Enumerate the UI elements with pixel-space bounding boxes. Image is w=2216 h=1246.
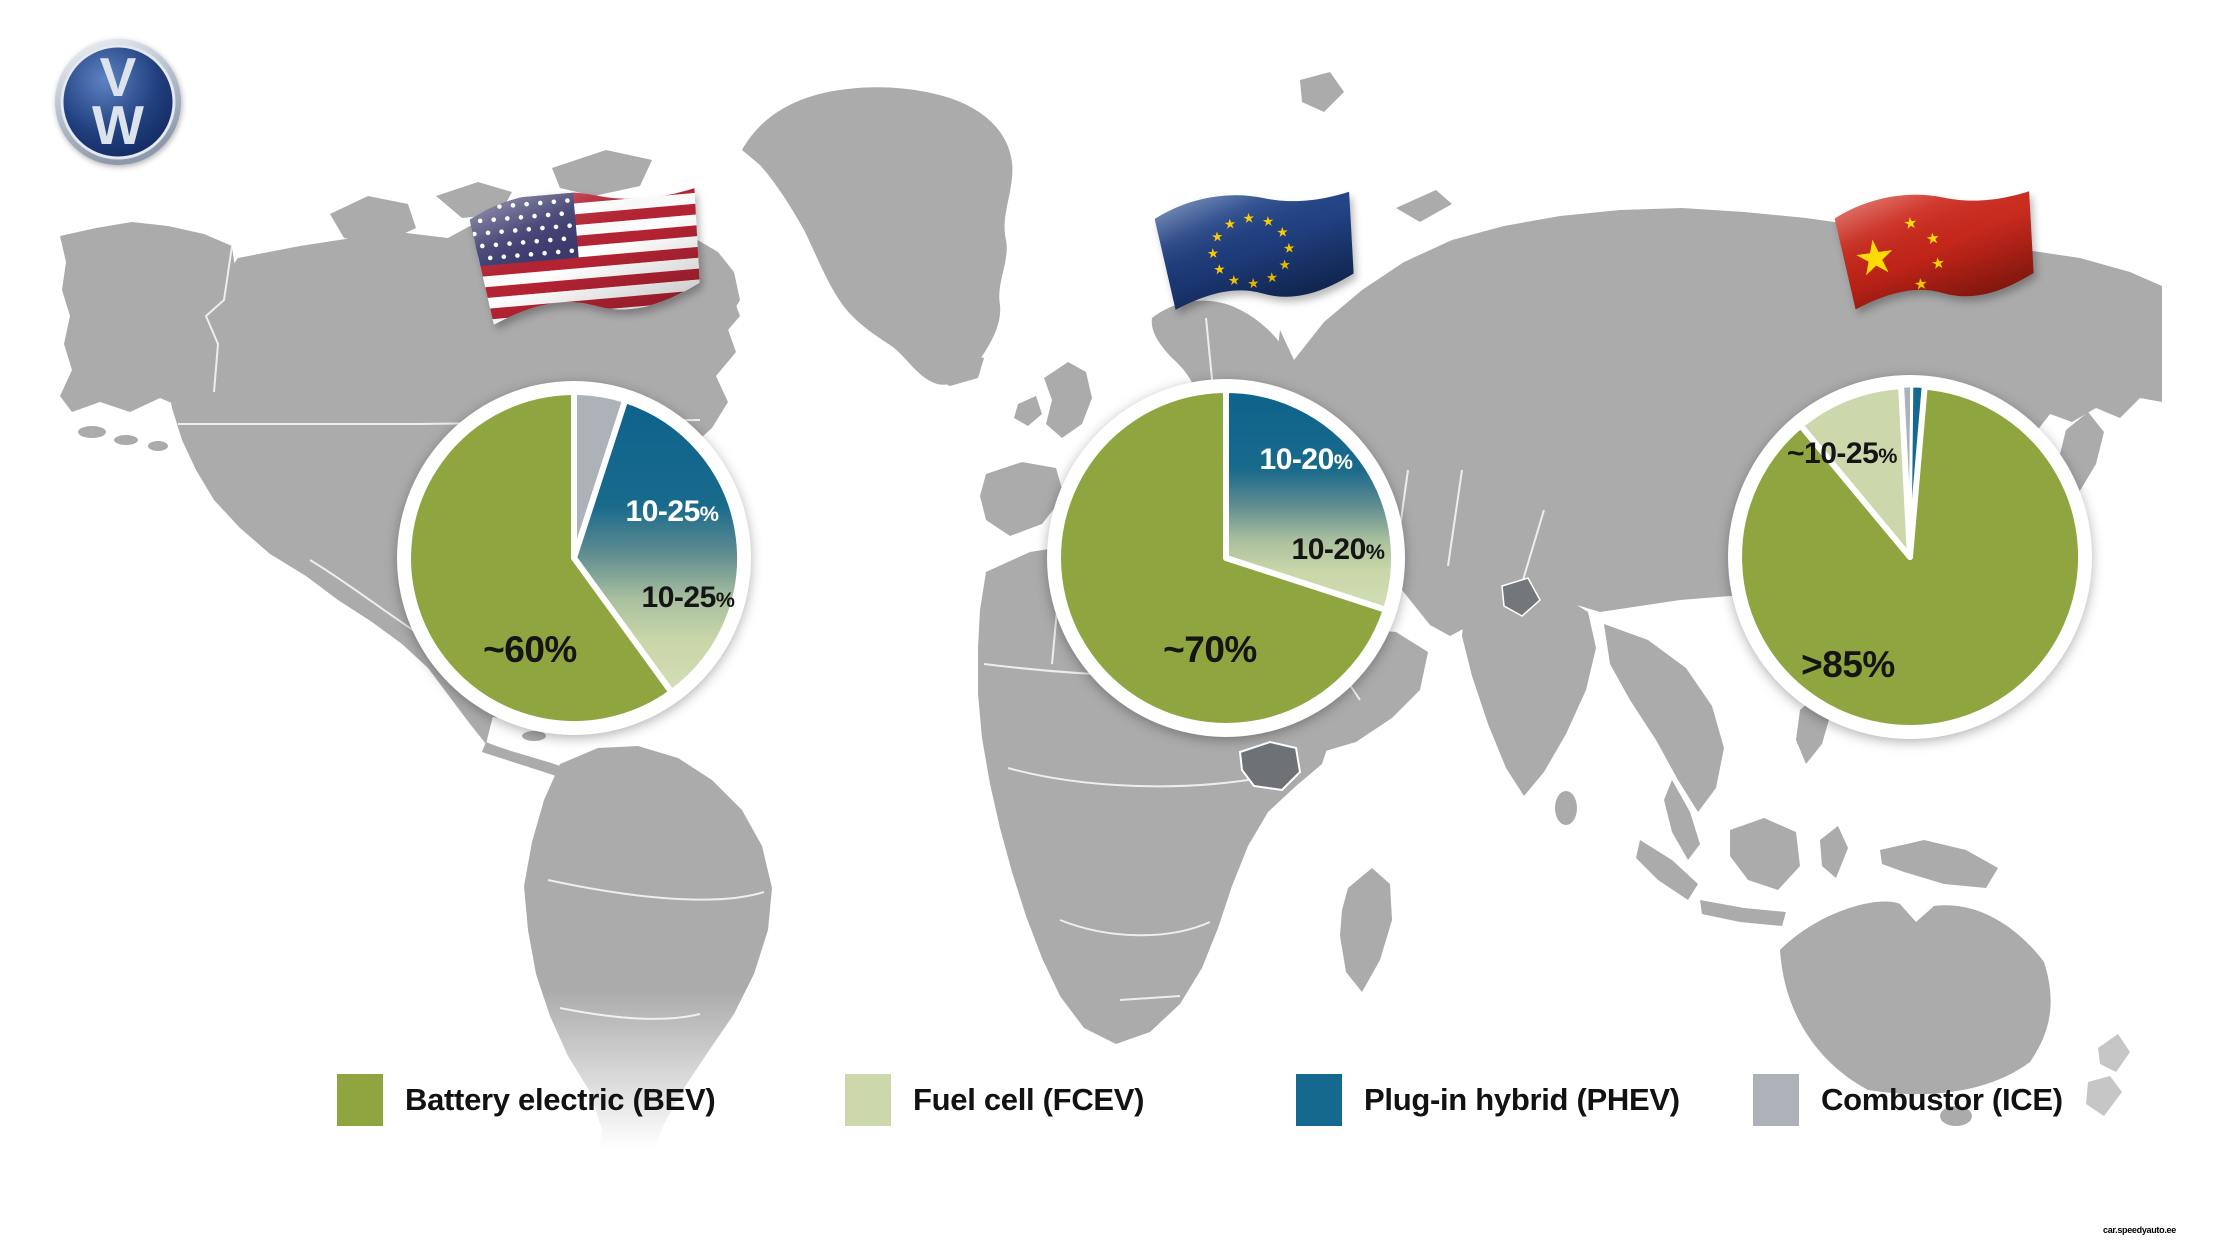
map-india bbox=[1462, 586, 1596, 796]
pie-chart-china bbox=[1728, 375, 2092, 739]
legend-item-phev: Plug-in hybrid (PHEV) bbox=[1296, 1072, 1680, 1128]
fcev-swatch bbox=[845, 1074, 891, 1126]
eu-flag: ★ ★ ★ ★ ★ ★ ★ ★ ★ ★ ★ ★ bbox=[1154, 191, 1354, 310]
map-java bbox=[1700, 900, 1786, 926]
ice-swatch bbox=[1753, 1074, 1799, 1126]
map-south-sudan-highlight bbox=[1238, 740, 1302, 792]
map-sri-lanka bbox=[1555, 791, 1577, 825]
legend-item-fcev: Fuel cell (FCEV) bbox=[845, 1072, 1144, 1128]
map-south-america bbox=[524, 746, 772, 1246]
us-flag bbox=[469, 188, 700, 325]
phev-swatch bbox=[1296, 1074, 1342, 1126]
map-australia bbox=[1780, 901, 2051, 1095]
bev-swatch bbox=[337, 1074, 383, 1126]
map-iberia bbox=[980, 462, 1064, 536]
pie-chart-united-states bbox=[397, 381, 751, 735]
legend-label: Plug-in hybrid (PHEV) bbox=[1364, 1082, 1680, 1117]
map-sumatra bbox=[1636, 840, 1698, 900]
watermark-text: car.speedyauto.ee bbox=[2103, 1225, 2176, 1235]
map-uk bbox=[1044, 362, 1092, 438]
map-ireland bbox=[1014, 396, 1042, 426]
map-kashmir-highlight bbox=[1501, 577, 1541, 617]
svg-text:V: V bbox=[100, 46, 137, 108]
legend-item-bev: Battery electric (BEV) bbox=[337, 1072, 716, 1128]
map-iceland bbox=[928, 352, 984, 386]
volkswagen-logo-icon: V W bbox=[55, 39, 181, 165]
legend-label: Combustor (ICE) bbox=[1821, 1082, 2063, 1117]
eu-phev-label: 10-20% bbox=[1259, 443, 1353, 476]
svg-text:W: W bbox=[92, 94, 144, 156]
china-bev-label: >85% bbox=[1801, 644, 1895, 685]
legend-label: Battery electric (BEV) bbox=[405, 1082, 716, 1117]
legend-item-ice: Combustor (ICE) bbox=[1753, 1072, 2063, 1128]
us-fcev-label: 10-25% bbox=[641, 581, 735, 614]
china-fcev-label: ~10-25% bbox=[1787, 437, 1897, 470]
map-sulawesi bbox=[1820, 826, 1848, 878]
map-se-asia bbox=[1604, 624, 1724, 812]
map-borneo bbox=[1730, 818, 1800, 890]
us-bev-label: ~60% bbox=[483, 629, 577, 670]
map-new-zealand bbox=[2098, 1034, 2130, 1072]
map-arctic-islands bbox=[330, 196, 416, 244]
map-svalbard bbox=[1300, 72, 1344, 112]
map-new-guinea bbox=[1880, 840, 1998, 888]
map-tasmania bbox=[1940, 1106, 1972, 1126]
china-flag: ★ ★ ★ ★ ★ bbox=[1834, 191, 2034, 310]
pie-chart-europe bbox=[1047, 379, 1405, 737]
legend-label: Fuel cell (FCEV) bbox=[913, 1082, 1145, 1117]
map-greenland bbox=[742, 87, 1013, 385]
eu-fcev-label: 10-20% bbox=[1291, 533, 1385, 566]
map-madagascar bbox=[1340, 868, 1392, 992]
us-phev-label: 10-25% bbox=[625, 495, 719, 528]
eu-bev-label: ~70% bbox=[1163, 629, 1257, 670]
